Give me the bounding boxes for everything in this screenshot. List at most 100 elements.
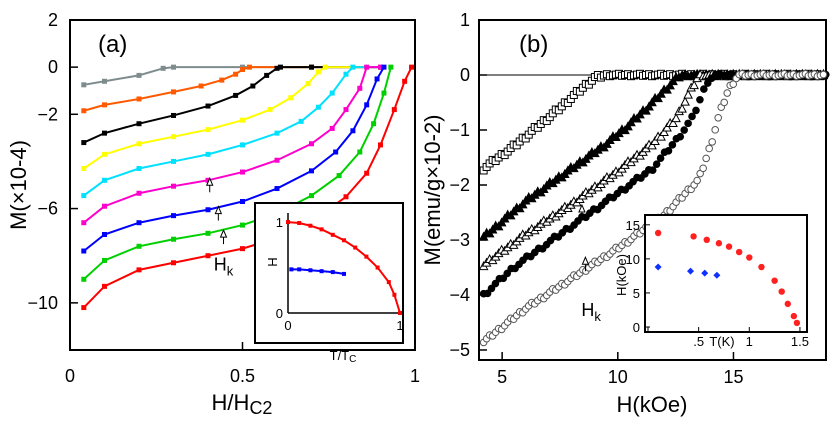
panel-b-x-label: H(kOe) bbox=[617, 392, 688, 417]
data-point bbox=[315, 69, 321, 75]
data-point bbox=[668, 141, 677, 149]
data-point bbox=[668, 117, 678, 128]
panel-a-series-s3 bbox=[81, 64, 383, 146]
data-point bbox=[102, 283, 107, 289]
panel-a-inset-frame bbox=[254, 202, 404, 344]
data-point bbox=[654, 263, 662, 271]
data-point bbox=[699, 164, 707, 173]
panel-a-inset-y-tick-label: 1 bbox=[276, 215, 283, 230]
data-point bbox=[329, 90, 335, 96]
series-line bbox=[83, 66, 381, 197]
data-point bbox=[136, 72, 142, 78]
data-point bbox=[758, 263, 765, 271]
panel-a-inset-series-Hc2 bbox=[286, 220, 402, 315]
data-point bbox=[171, 112, 176, 118]
data-point bbox=[264, 72, 270, 78]
panel-b-series-open-squares bbox=[479, 69, 828, 175]
data-point bbox=[381, 64, 387, 70]
panel-b-frame bbox=[478, 19, 827, 361]
panel-b-inset-x-label: T(K) bbox=[709, 334, 734, 349]
data-point bbox=[392, 292, 397, 297]
data-point bbox=[205, 177, 211, 183]
data-point bbox=[136, 220, 142, 226]
data-point bbox=[688, 112, 696, 121]
panel-a-inset-x-label-sub: C bbox=[349, 354, 356, 365]
data-point bbox=[171, 213, 176, 219]
panel-b-y-tick-label: 0 bbox=[460, 65, 470, 85]
data-point bbox=[102, 151, 107, 157]
panel-a-series bbox=[81, 64, 415, 311]
panel-b-y-tick-label: −3 bbox=[449, 230, 470, 250]
data-point bbox=[654, 229, 662, 237]
panel-b-y-tick-label: −1 bbox=[449, 120, 470, 140]
data-point bbox=[240, 117, 245, 123]
panel-b-inset-y-tick-label: 0 bbox=[633, 320, 640, 335]
data-point bbox=[702, 154, 710, 163]
panel-b-hk-text: H bbox=[581, 300, 594, 320]
data-point bbox=[297, 267, 302, 272]
data-point bbox=[102, 130, 107, 136]
data-point bbox=[647, 140, 657, 150]
data-point bbox=[705, 144, 713, 153]
data-point bbox=[309, 168, 314, 174]
data-point bbox=[819, 70, 828, 79]
data-point bbox=[684, 119, 692, 128]
data-point bbox=[81, 276, 87, 282]
data-point bbox=[250, 83, 256, 89]
data-point bbox=[171, 260, 176, 266]
panel-a-x-tick-label: 0 bbox=[65, 366, 75, 386]
data-point bbox=[676, 132, 685, 141]
hk-arrow-head bbox=[214, 205, 223, 215]
panel-a-series-s4 bbox=[81, 64, 383, 171]
data-point bbox=[171, 89, 176, 95]
data-point bbox=[171, 183, 176, 189]
data-point bbox=[714, 113, 722, 122]
data-point bbox=[662, 122, 672, 132]
data-point bbox=[289, 267, 294, 272]
data-point bbox=[136, 96, 142, 102]
data-point bbox=[711, 126, 719, 134]
panel-a-hk-text: H bbox=[214, 254, 227, 274]
panel-a-x-label: H/HC2 bbox=[212, 390, 273, 418]
data-point bbox=[364, 64, 370, 70]
data-point bbox=[735, 248, 743, 256]
data-point bbox=[205, 127, 211, 133]
panel-b-inset-x-tick-label: 1.5 bbox=[791, 334, 809, 349]
panel-a-y-tick-label: 2 bbox=[48, 10, 58, 30]
data-point bbox=[136, 121, 142, 127]
panel-a-y-ticks: 2 0 −2 −6 −10 bbox=[27, 10, 78, 313]
data-point bbox=[205, 207, 211, 213]
panel-b-x-tick-label: 15 bbox=[723, 367, 743, 387]
panel-a-y-tick-label: −2 bbox=[37, 104, 58, 124]
panel-a-inset-series-Hk bbox=[289, 267, 346, 276]
panel-b-arrows bbox=[578, 203, 590, 272]
data-point bbox=[246, 64, 252, 70]
data-point bbox=[746, 254, 753, 261]
data-point bbox=[784, 300, 791, 308]
data-point bbox=[701, 269, 709, 277]
data-point bbox=[240, 169, 245, 175]
data-point bbox=[388, 64, 394, 70]
data-point bbox=[771, 277, 778, 284]
panel-a-inset-x-tick-label: 0 bbox=[284, 318, 291, 333]
data-point bbox=[378, 142, 383, 148]
panel-b-inset-y-tick-label: 10 bbox=[626, 252, 640, 267]
data-point bbox=[350, 128, 356, 134]
data-point bbox=[81, 220, 87, 226]
data-point bbox=[102, 177, 107, 183]
panel-b-inset-y-label: H(kOe) bbox=[614, 254, 629, 296]
panel-b-y-tick-label: −5 bbox=[449, 340, 470, 360]
data-point bbox=[298, 118, 304, 124]
data-point bbox=[693, 176, 701, 185]
data-point bbox=[277, 64, 283, 70]
data-point bbox=[715, 240, 723, 247]
data-point bbox=[136, 166, 142, 171]
data-point bbox=[723, 89, 732, 97]
data-point bbox=[683, 89, 693, 99]
hk-arrow-head bbox=[581, 255, 590, 265]
panel-b: (b) 10−1−2−3−4−5 5 10 15 Hk M(emu/g×10-2) … bbox=[420, 10, 830, 417]
data-point bbox=[171, 236, 176, 242]
panel-b-x-ticks: 5 10 15 bbox=[497, 352, 743, 387]
data-point bbox=[720, 98, 729, 107]
